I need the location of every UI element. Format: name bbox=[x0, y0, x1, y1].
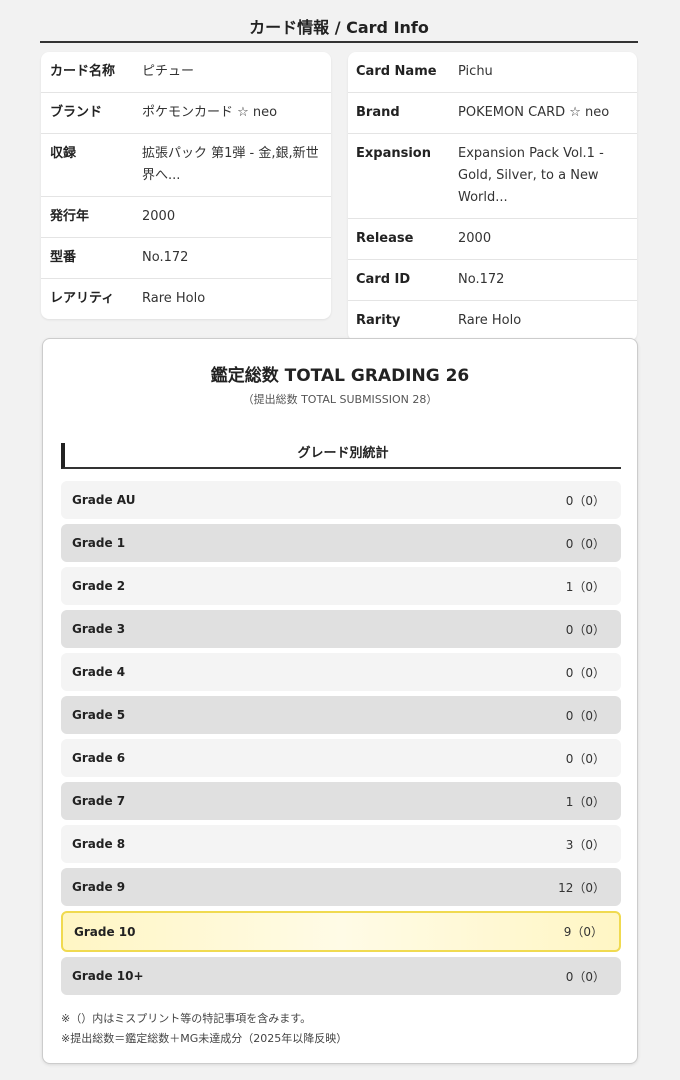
grade-name: Grade 3 bbox=[72, 622, 126, 636]
grade-count: 0（0） bbox=[565, 665, 605, 680]
info-value: Expansion Pack Vol.1 - Gold, Silver, to … bbox=[458, 146, 604, 205]
grading-title: 鑑定総数 TOTAL GRADING 26 bbox=[210, 366, 470, 386]
info-row: レアリティ Rare Holo bbox=[41, 279, 331, 319]
info-label: 収録 bbox=[50, 146, 77, 161]
grade-name: Grade 8 bbox=[72, 837, 126, 851]
info-value: POKEMON CARD ☆ neo bbox=[458, 105, 610, 120]
info-label: カード名称 bbox=[50, 64, 116, 79]
info-value: Pichu bbox=[458, 64, 493, 79]
info-label: Expansion bbox=[356, 146, 431, 161]
info-value: ポケモンカード ☆ neo bbox=[142, 105, 278, 120]
grade-list: Grade AU 0（0） Grade 1 0（0） Grade 2 1（0） Grade … bbox=[61, 481, 621, 1000]
info-row: カード名称 ピチュー bbox=[41, 52, 331, 93]
grade-count: 1（0） bbox=[565, 794, 605, 809]
section-heading: グレード別統計 bbox=[61, 443, 621, 469]
info-value: 2000 bbox=[142, 209, 176, 224]
grade-count: 0（0） bbox=[565, 969, 605, 984]
grade-name: Grade 7 bbox=[72, 794, 126, 808]
grade-name: Grade 6 bbox=[72, 751, 126, 765]
grade-row: Grade 5 0（0） bbox=[61, 696, 621, 734]
info-value: No.172 bbox=[458, 272, 505, 287]
grade-row-highlighted: Grade 10 9（0） bbox=[61, 911, 621, 952]
info-label: ブランド bbox=[50, 105, 103, 120]
info-value: Rare Holo bbox=[458, 313, 522, 328]
grade-row: Grade 3 0（0） bbox=[61, 610, 621, 648]
grade-row: Grade AU 0（0） bbox=[61, 481, 621, 519]
grade-count: 3（0） bbox=[565, 837, 605, 852]
info-row: Release 2000 bbox=[348, 219, 637, 260]
grade-row: Grade 10+ 0（0） bbox=[61, 957, 621, 995]
grade-row: Grade 2 1（0） bbox=[61, 567, 621, 605]
grade-row: Grade 4 0（0） bbox=[61, 653, 621, 691]
info-row: Card ID No.172 bbox=[348, 260, 637, 301]
card-info-en: Card Name Pichu Brand POKEMON CARD ☆ neo Exp… bbox=[348, 52, 637, 341]
info-row: Card Name Pichu bbox=[348, 52, 637, 93]
grade-name: Grade 9 bbox=[72, 880, 126, 894]
note: ※提出総数＝鑑定総数＋MG未達成分（2025年以降反映） bbox=[61, 1032, 348, 1045]
info-row: Rarity Rare Holo bbox=[348, 301, 637, 341]
info-row: Brand POKEMON CARD ☆ neo bbox=[348, 93, 637, 134]
grade-count: 0（0） bbox=[565, 751, 605, 766]
info-row: 型番 No.172 bbox=[41, 238, 331, 279]
grade-count: 1（0） bbox=[565, 579, 605, 594]
info-value: ピチュー bbox=[142, 64, 195, 79]
info-value: 拡張パック 第1弾 - 金,銀,新世界へ... bbox=[142, 146, 319, 183]
grade-row: Grade 9 12（0） bbox=[61, 868, 621, 906]
grade-count: 0（0） bbox=[565, 622, 605, 637]
grade-name: Grade 1 bbox=[72, 536, 126, 550]
grade-count: 0（0） bbox=[565, 708, 605, 723]
grade-name: Grade 10+ bbox=[72, 969, 144, 983]
info-label: Card Name bbox=[356, 64, 437, 79]
info-value: Rare Holo bbox=[142, 291, 206, 306]
grading-panel: 鑑定総数 TOTAL GRADING 26 （提出総数 TOTAL SUBMIS… bbox=[42, 338, 638, 1064]
grade-row: Grade 6 0（0） bbox=[61, 739, 621, 777]
grade-count: 12（0） bbox=[558, 880, 605, 895]
grade-count: 0（0） bbox=[565, 536, 605, 551]
grading-subtitle: （提出総数 TOTAL SUBMISSION 28） bbox=[242, 393, 438, 406]
grade-count: 0（0） bbox=[565, 493, 605, 508]
notes: ※（）内はミスプリント等の特記事項を含みます。 ※提出総数＝鑑定総数＋MG未達成… bbox=[61, 1009, 347, 1049]
grade-row: Grade 7 1（0） bbox=[61, 782, 621, 820]
grade-name: Grade 4 bbox=[72, 665, 126, 679]
info-label: 型番 bbox=[50, 250, 77, 265]
grade-row: Grade 8 3（0） bbox=[61, 825, 621, 863]
info-label: Release bbox=[356, 231, 414, 246]
info-row: 発行年 2000 bbox=[41, 197, 331, 238]
info-row: 収録 拡張パック 第1弾 - 金,銀,新世界へ... bbox=[41, 134, 331, 197]
info-value: No.172 bbox=[142, 250, 189, 265]
grade-count: 9（0） bbox=[563, 925, 603, 939]
grade-name: Grade 10 bbox=[74, 924, 136, 939]
info-label: Rarity bbox=[356, 313, 401, 328]
grade-name: Grade 2 bbox=[72, 579, 126, 593]
note: ※（）内はミスプリント等の特記事項を含みます。 bbox=[61, 1012, 312, 1025]
info-row: Expansion Expansion Pack Vol.1 - Gold, Si… bbox=[348, 134, 637, 219]
info-label: Brand bbox=[356, 105, 400, 120]
info-label: Card ID bbox=[356, 272, 411, 287]
page-title: カード情報 / Card Info bbox=[40, 14, 638, 43]
grade-name: Grade 5 bbox=[72, 708, 126, 722]
info-row: ブランド ポケモンカード ☆ neo bbox=[41, 93, 331, 134]
info-label: レアリティ bbox=[50, 291, 115, 306]
info-value: 2000 bbox=[458, 231, 492, 246]
info-label: 発行年 bbox=[50, 209, 90, 224]
grade-name: Grade AU bbox=[72, 493, 136, 507]
grade-row: Grade 1 0（0） bbox=[61, 524, 621, 562]
card-info-jp: カード名称 ピチューブランド ポケモンカード ☆ neo 収録 拡張パック 第1弾 - … bbox=[41, 52, 331, 319]
